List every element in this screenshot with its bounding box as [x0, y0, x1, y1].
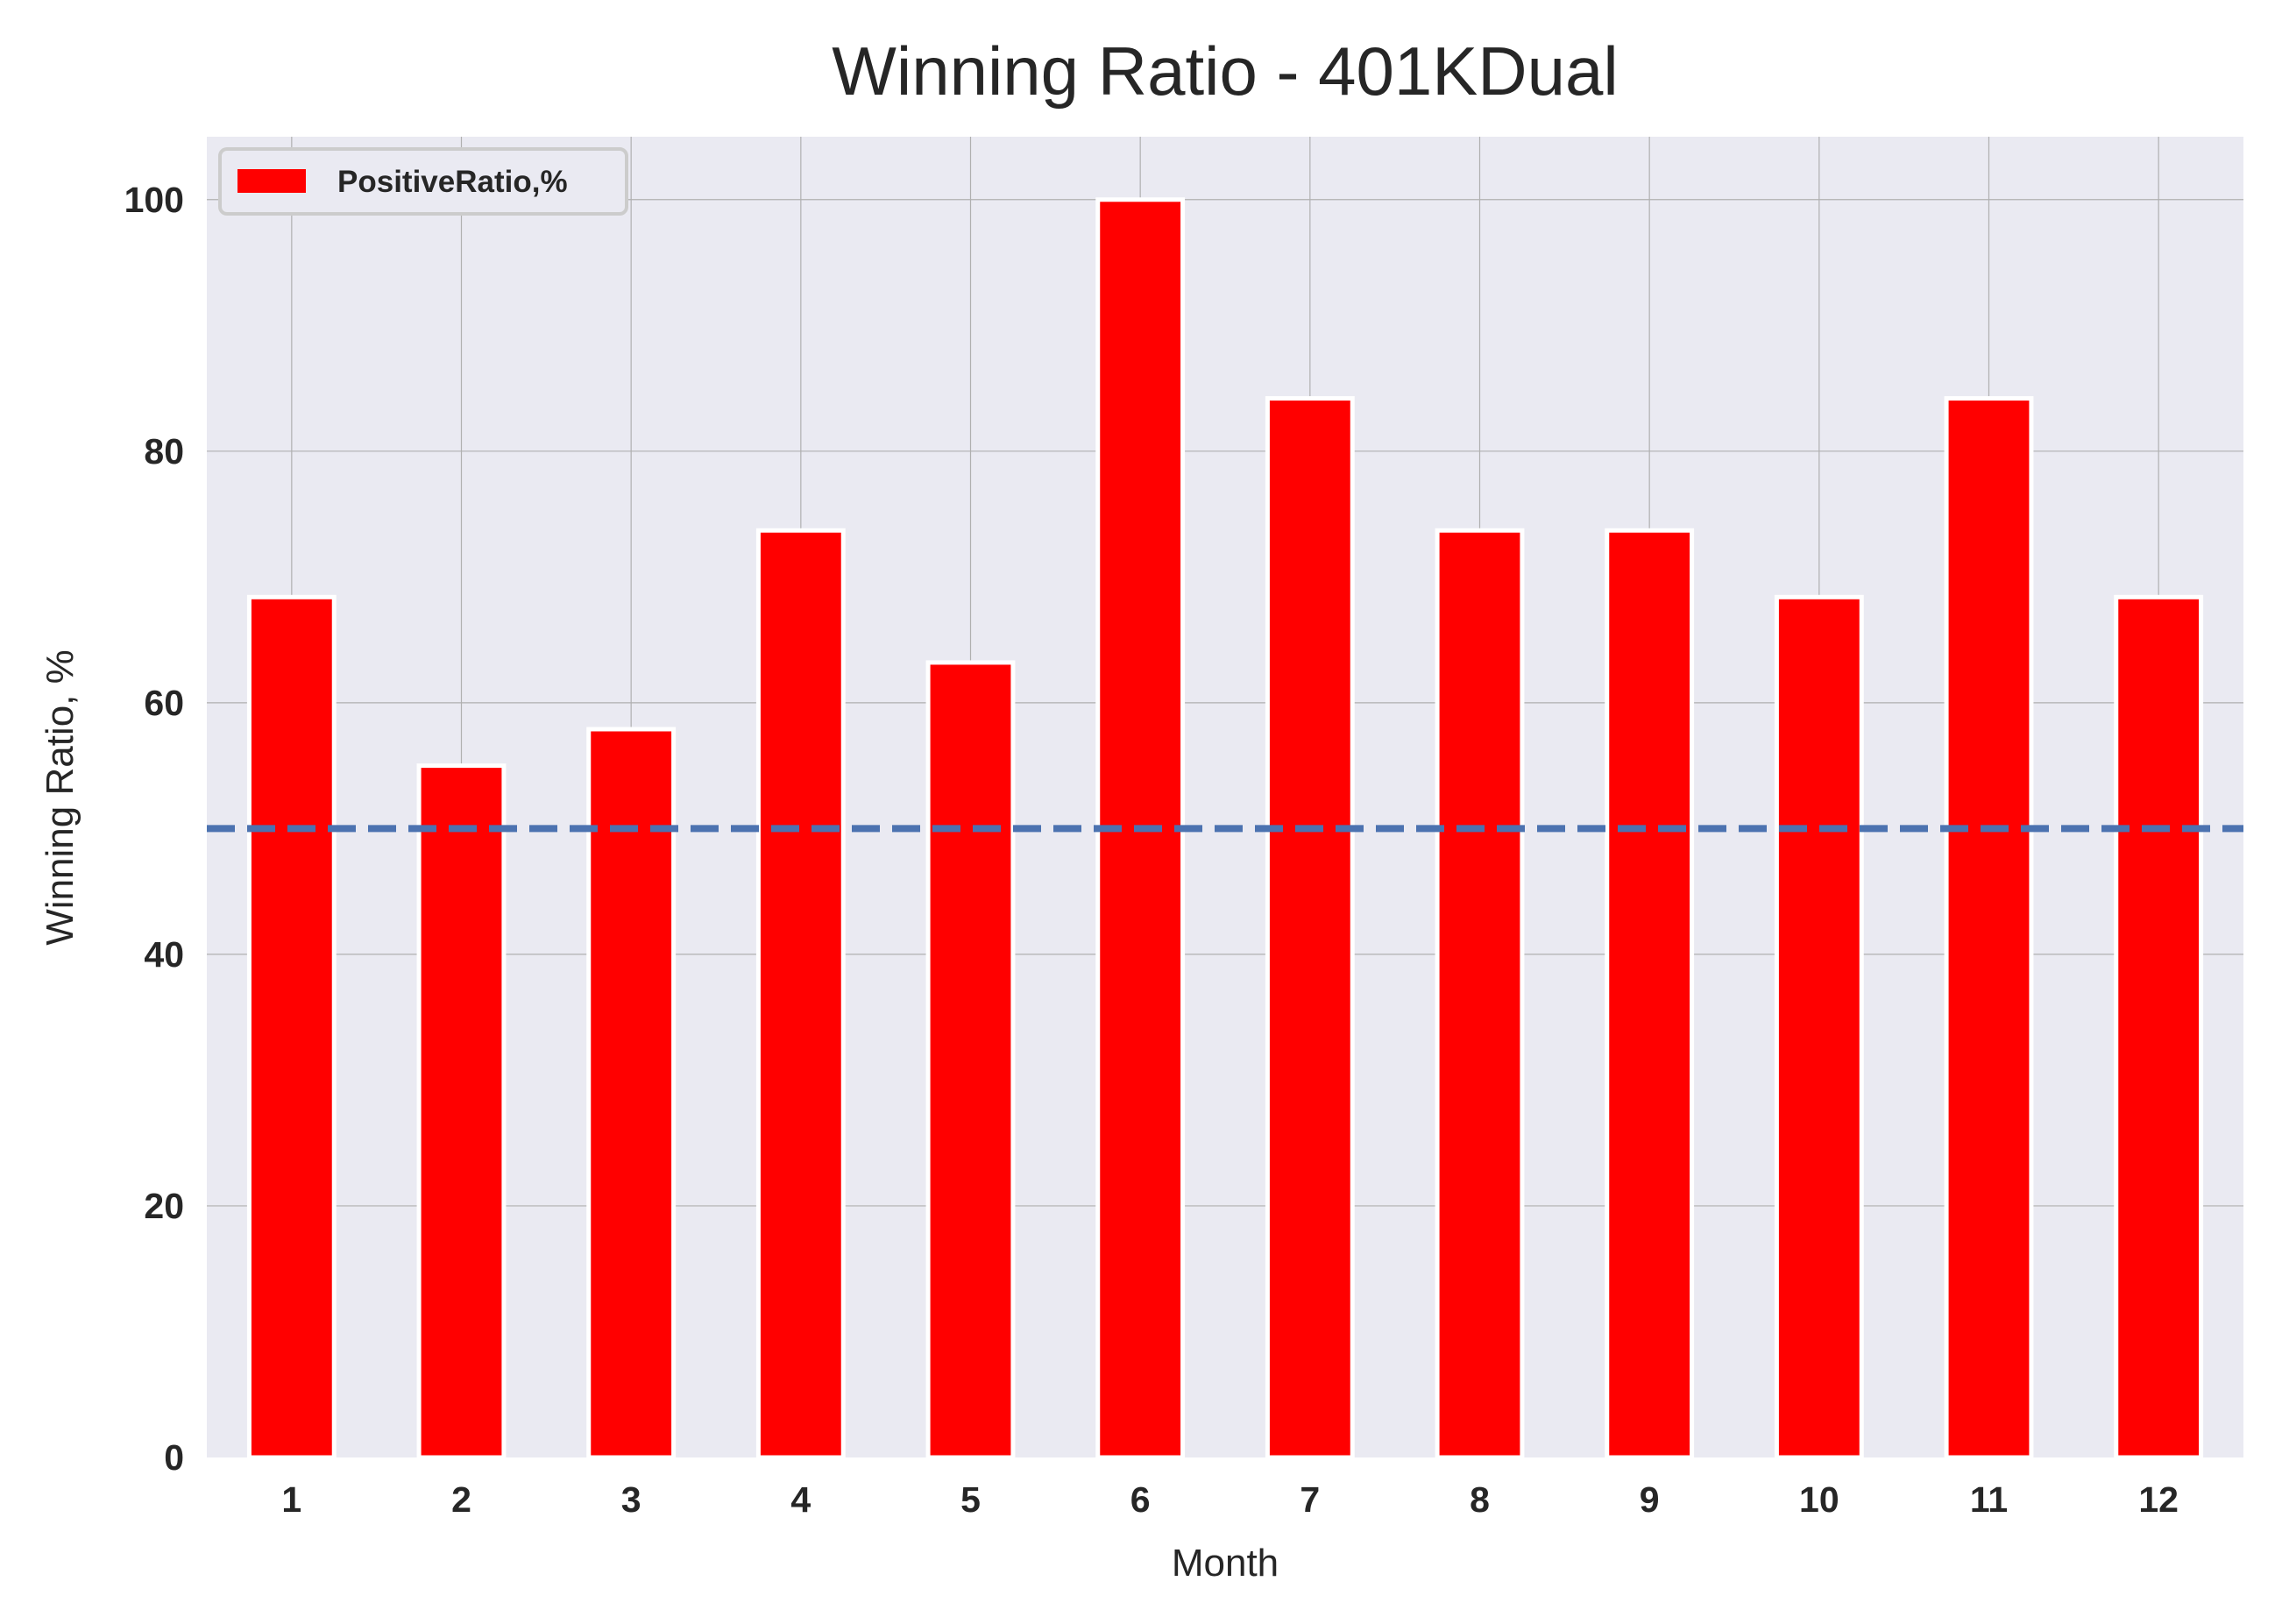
- x-axis-label: Month: [1172, 1542, 1279, 1585]
- legend-swatch: [237, 169, 306, 193]
- bar-month-5: [925, 660, 1016, 1460]
- bar-month-3: [586, 727, 677, 1460]
- x-tick-label-7: 7: [1300, 1479, 1320, 1520]
- x-tick-label-4: 4: [790, 1479, 811, 1520]
- bar-month-4: [755, 528, 846, 1460]
- y-tick-label-80: 80: [144, 431, 184, 472]
- x-tick-label-8: 8: [1470, 1479, 1490, 1520]
- x-tick-label-9: 9: [1640, 1479, 1660, 1520]
- x-tick-label-12: 12: [2138, 1479, 2179, 1520]
- y-tick-label-20: 20: [144, 1186, 184, 1226]
- bars: [246, 197, 2204, 1460]
- y-tick-label-100: 100: [124, 180, 184, 220]
- x-tick-label-6: 6: [1130, 1479, 1151, 1520]
- bar-month-9: [1605, 528, 1695, 1460]
- bar-month-12: [2114, 594, 2204, 1460]
- x-tick-label-2: 2: [451, 1479, 471, 1520]
- x-tick-label-5: 5: [960, 1479, 981, 1520]
- x-tick-label-10: 10: [1799, 1479, 1839, 1520]
- y-tick-label-60: 60: [144, 683, 184, 723]
- legend-box: [218, 147, 628, 216]
- plot-area: [207, 137, 2243, 1457]
- bar-month-7: [1265, 396, 1355, 1460]
- legend-label: PositiveRatio,%: [337, 165, 568, 199]
- bar-month-2: [416, 763, 507, 1460]
- bar-month-11: [1944, 396, 2034, 1460]
- x-tick-label-1: 1: [281, 1479, 301, 1520]
- bar-month-10: [1774, 594, 1864, 1460]
- bar-month-1: [246, 594, 337, 1460]
- y-axis-ticks: 0 20 40 60 80 100: [124, 180, 184, 1478]
- y-tick-label-0: 0: [164, 1437, 184, 1478]
- y-axis-label: Winning Ratio, %: [39, 649, 82, 945]
- legend: PositiveRatio,%: [218, 147, 628, 216]
- x-axis-ticks: 1 2 3 4 5 6 7 8 9 10 11 12: [281, 1479, 2179, 1520]
- chart-title: Winning Ratio - 401KDual: [832, 32, 1618, 110]
- bar-month-8: [1435, 528, 1525, 1460]
- x-tick-label-11: 11: [1970, 1479, 2008, 1520]
- y-tick-label-40: 40: [144, 934, 184, 975]
- x-tick-label-3: 3: [621, 1479, 641, 1520]
